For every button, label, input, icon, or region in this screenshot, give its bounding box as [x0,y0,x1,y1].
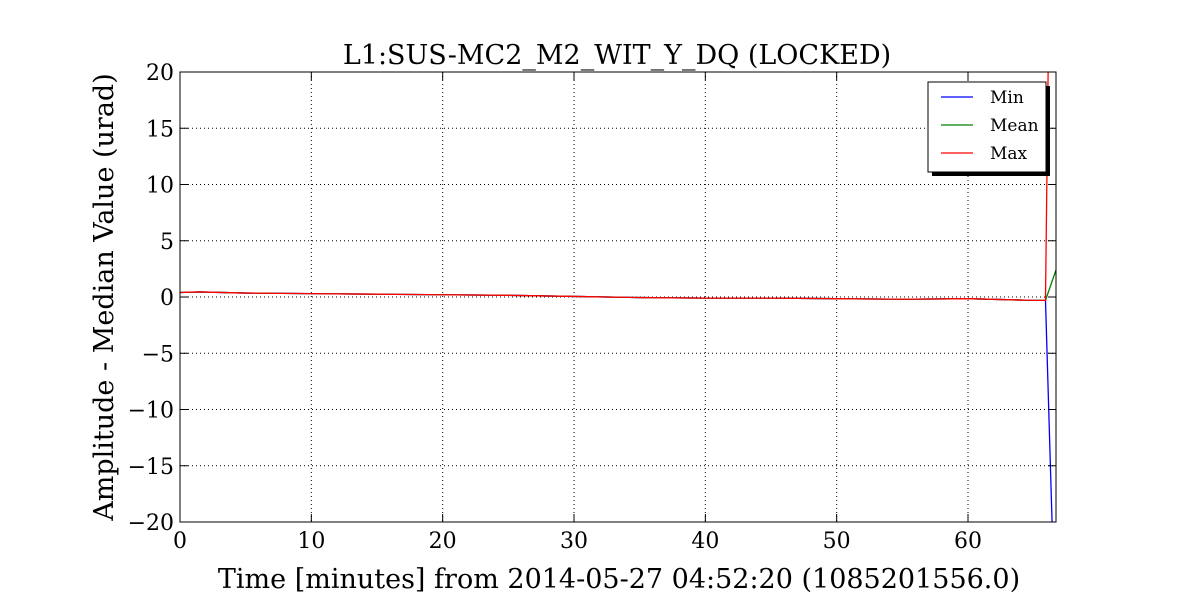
series-line-min [180,291,1053,522]
series-line-max [180,72,1049,302]
x-axis-label: Time [minutes] from 2014-05-27 04:52:20 … [218,564,1020,595]
x-tick-label: 10 [297,529,325,554]
y-tick-label: −10 [128,399,174,424]
y-tick-label: 15 [146,117,174,142]
y-tick-label: 0 [160,286,174,311]
chart-title: L1:SUS-MC2_M2_WIT_Y_DQ (LOCKED) [343,40,891,71]
legend-label-min: Min [990,88,1024,108]
x-tick-label: 30 [560,529,588,554]
y-tick-label: 10 [146,174,174,199]
y-tick-label: 20 [146,61,174,86]
y-axis-label: Amplitude - Median Value (urad) [89,73,120,522]
legend-label-max: Max [990,144,1028,164]
x-tick-label: 60 [954,529,982,554]
legend: Min Mean Max [927,81,1050,176]
x-tick-label: 20 [429,529,457,554]
y-tick-label: −5 [142,342,174,367]
x-tick-label: 0 [173,529,187,554]
series-layer [180,72,1056,522]
y-tick-label: −20 [128,511,174,536]
y-tick-label: −15 [128,455,174,480]
legend-label-mean: Mean [990,116,1039,136]
x-tick-label: 50 [823,529,851,554]
series-line-mean [180,269,1056,302]
x-tick-label: 40 [691,529,719,554]
y-tick-label: 5 [160,230,174,255]
legend-box [927,81,1047,173]
